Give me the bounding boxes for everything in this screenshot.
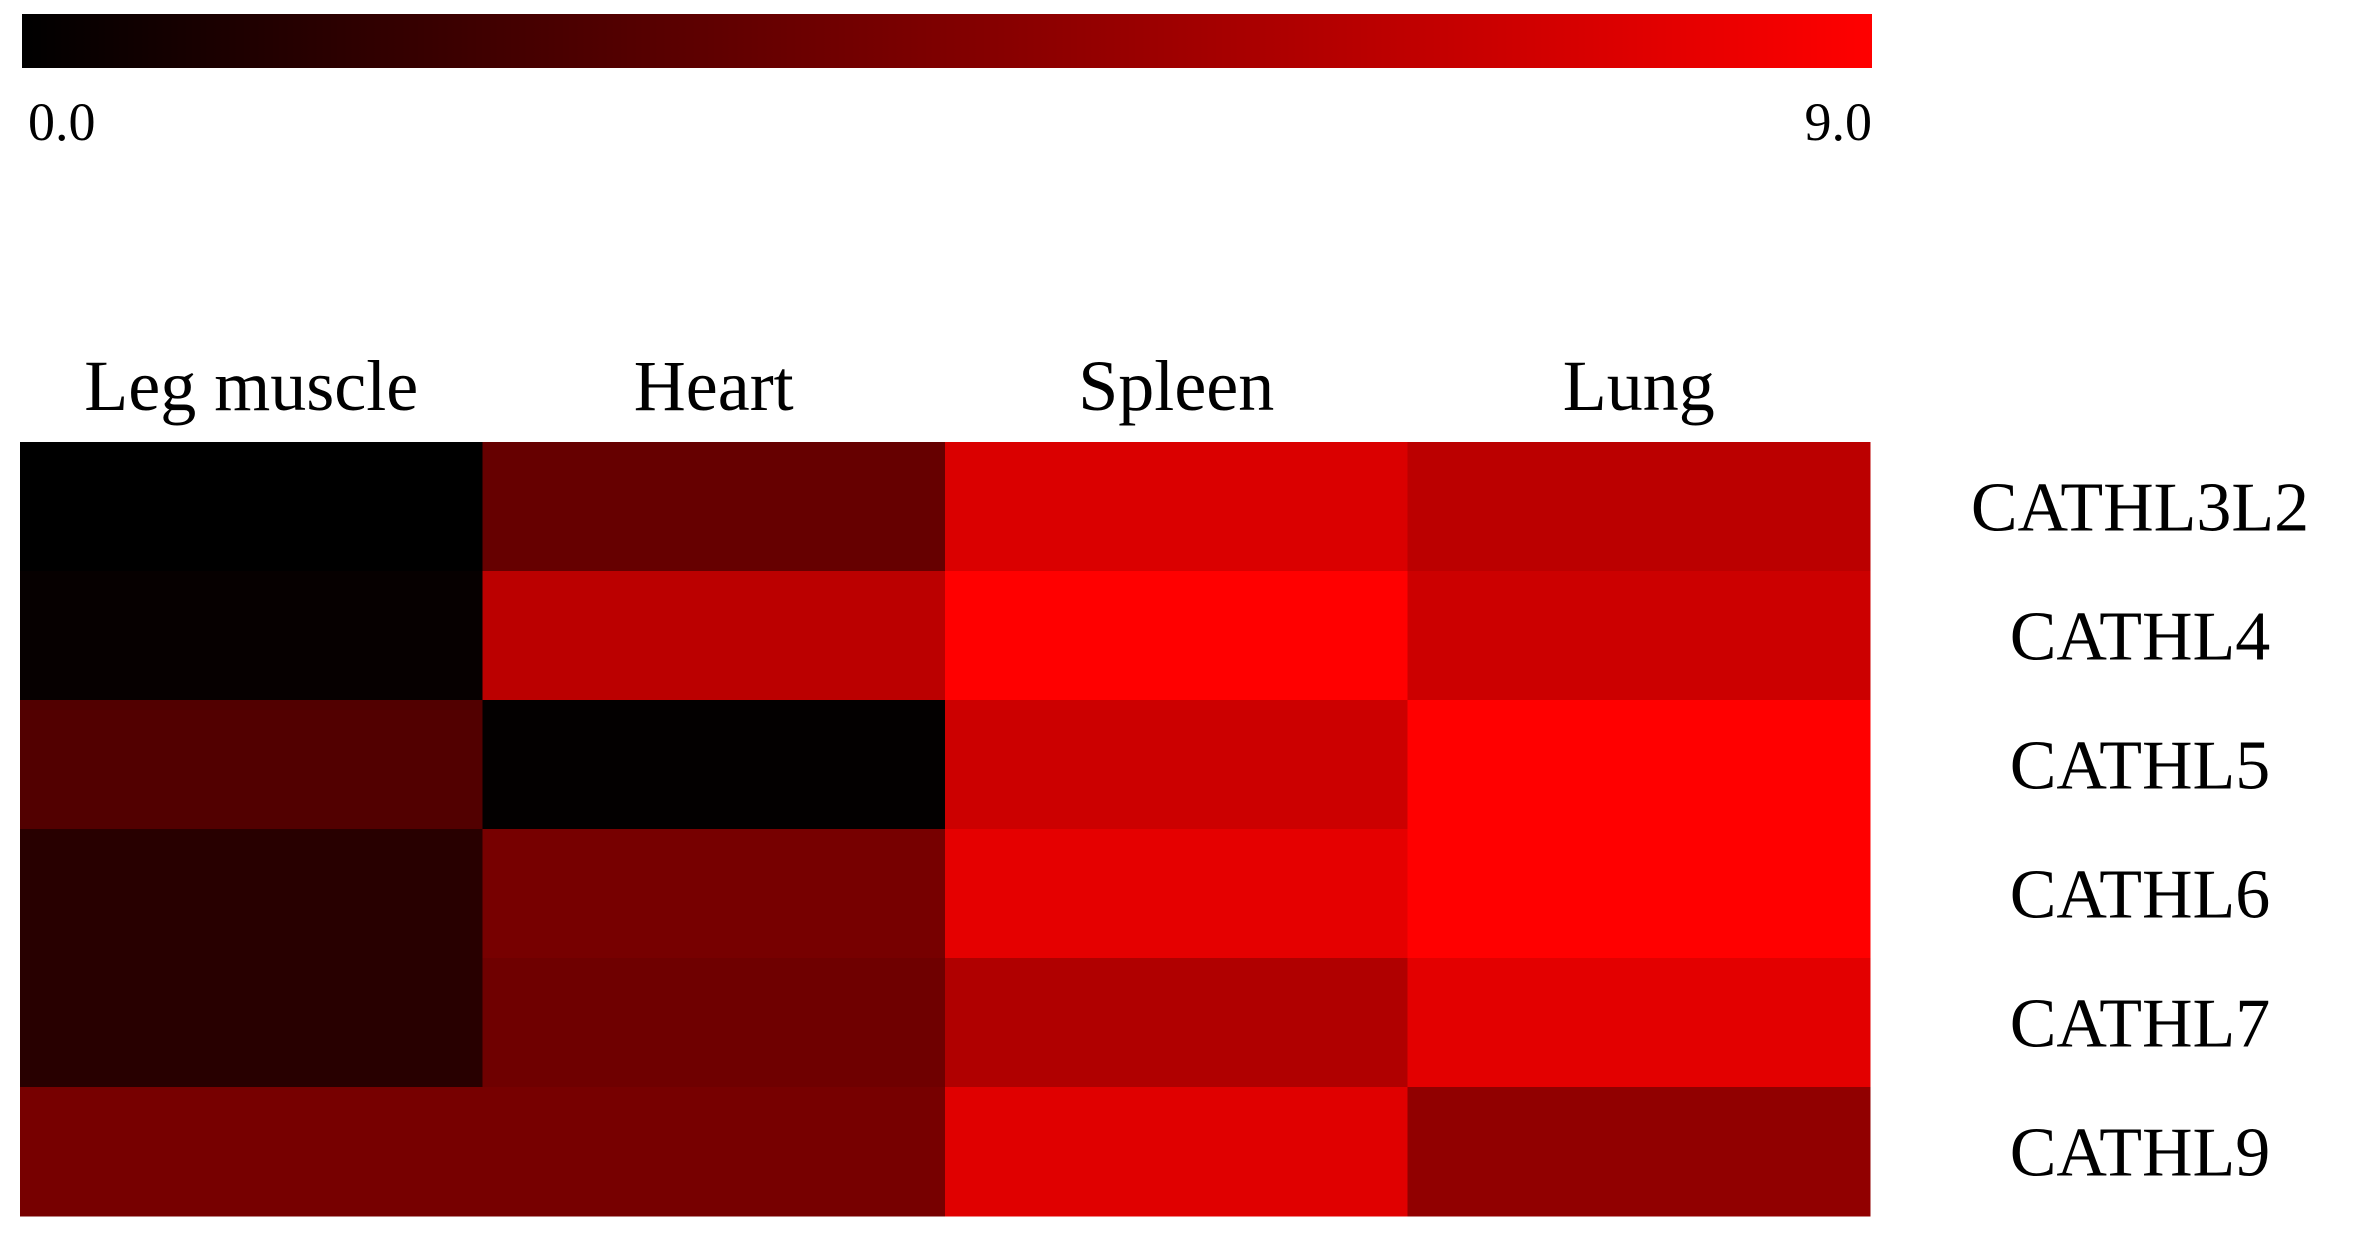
heatmap-cell-cathl7-spleen xyxy=(945,958,1408,1088)
color-scale-bar xyxy=(22,14,1872,68)
heatmap-cell-cathl4-heart xyxy=(482,571,946,701)
heatmap-cell-cathl5-leg-muscle xyxy=(20,700,483,830)
heatmap-cell-cathl5-lung xyxy=(1407,700,1871,830)
heatmap-cell-cathl4-leg-muscle xyxy=(20,571,483,701)
heatmap-cell-cathl9-lung xyxy=(1407,1087,1871,1217)
heatmap-cell-cathl9-heart xyxy=(482,1087,946,1217)
heatmap-cell-cathl4-lung xyxy=(1407,571,1871,701)
heatmap-cell-cathl3l2-spleen xyxy=(945,442,1408,572)
heatmap-cell-cathl7-lung xyxy=(1407,958,1871,1088)
heatmap-cell-cathl7-heart xyxy=(482,958,946,1088)
heatmap-cell-cathl7-leg-muscle xyxy=(20,958,483,1088)
column-label-lung: Lung xyxy=(1563,346,1715,426)
row-label-cathl5: CATHL5 xyxy=(2010,728,2271,805)
heatmap-cell-cathl4-spleen xyxy=(945,571,1408,701)
column-labels: Leg muscle Heart Spleen Lung xyxy=(84,346,1714,426)
heatmap-cell-cathl6-spleen xyxy=(945,829,1408,959)
column-label-heart: Heart xyxy=(634,346,794,426)
row-label-cathl6: CATHL6 xyxy=(2010,857,2271,934)
heatmap-cell-cathl9-spleen xyxy=(945,1087,1408,1217)
row-label-cathl9: CATHL9 xyxy=(2010,1115,2271,1192)
heatmap-cell-cathl5-heart xyxy=(482,700,946,830)
heatmap-cell-cathl3l2-lung xyxy=(1407,442,1871,572)
heatmap-cell-cathl9-leg-muscle xyxy=(20,1087,483,1217)
column-label-spleen: Spleen xyxy=(1078,346,1274,426)
heatmap-cell-cathl6-lung xyxy=(1407,829,1871,959)
row-label-cathl7: CATHL7 xyxy=(2010,986,2271,1063)
heatmap-cells xyxy=(20,442,1871,1217)
color-scale-min-label: 0.0 xyxy=(28,92,96,152)
heatmap-cell-cathl3l2-leg-muscle xyxy=(20,442,483,572)
heatmap-cell-cathl6-leg-muscle xyxy=(20,829,483,959)
color-scale-max-label: 9.0 xyxy=(1805,92,1873,152)
column-label-leg-muscle: Leg muscle xyxy=(84,346,418,426)
heatmap-cell-cathl3l2-heart xyxy=(482,442,946,572)
heatmap-cell-cathl6-heart xyxy=(482,829,946,959)
row-labels: CATHL3L2 CATHL4 CATHL5 CATHL6 CATHL7 CATHL9 xyxy=(1971,470,2309,1192)
row-label-cathl4: CATHL4 xyxy=(2010,599,2271,676)
row-label-cathl3l2: CATHL3L2 xyxy=(1971,470,2309,547)
color-scale-legend: 0.0 9.0 xyxy=(22,14,1872,152)
heatmap-cell-cathl5-spleen xyxy=(945,700,1408,830)
